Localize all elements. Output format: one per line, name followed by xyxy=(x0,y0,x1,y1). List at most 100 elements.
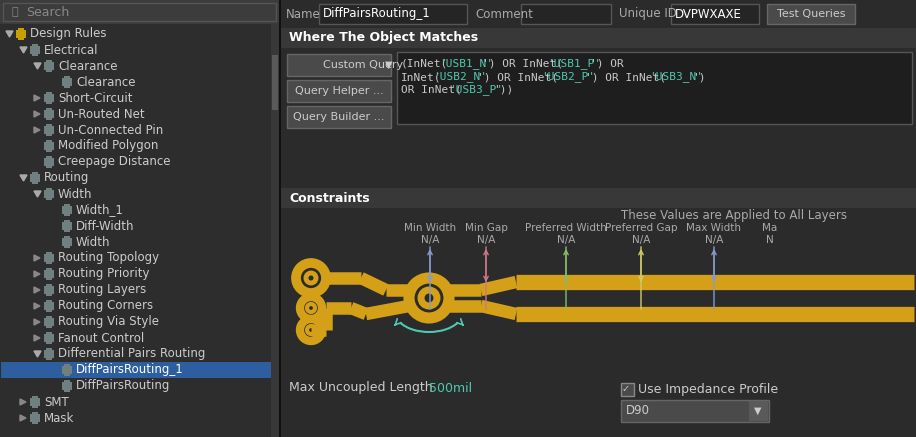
Bar xyxy=(44,318,54,326)
Text: Clearance: Clearance xyxy=(58,59,117,73)
Text: ') OR InNet(: ') OR InNet( xyxy=(584,72,666,82)
Text: Comment: Comment xyxy=(475,7,533,21)
Bar xyxy=(46,156,52,158)
Bar xyxy=(64,204,70,206)
Bar xyxy=(44,190,54,198)
Text: ✓: ✓ xyxy=(622,384,630,394)
Text: Test Queries: Test Queries xyxy=(777,9,845,19)
Polygon shape xyxy=(34,351,41,357)
Bar xyxy=(64,246,70,248)
Bar xyxy=(281,48,916,188)
Text: Max Uncoupled Length: Max Uncoupled Length xyxy=(289,382,432,395)
Bar xyxy=(30,46,40,54)
Bar xyxy=(0,0,279,437)
Bar xyxy=(44,142,54,150)
Bar xyxy=(32,182,38,184)
Bar xyxy=(281,0,916,437)
Bar xyxy=(44,254,54,262)
Bar xyxy=(64,390,70,392)
Text: ▼: ▼ xyxy=(754,406,762,416)
Text: OR InNet(: OR InNet( xyxy=(401,85,462,95)
Text: Width: Width xyxy=(76,236,111,249)
Bar xyxy=(767,4,855,24)
Text: 'USB2_P': 'USB2_P' xyxy=(541,72,595,83)
Bar xyxy=(46,124,52,126)
Bar xyxy=(44,62,54,70)
Bar xyxy=(64,364,70,366)
Text: Design Rules: Design Rules xyxy=(30,28,106,41)
Bar xyxy=(46,70,52,72)
Bar xyxy=(46,102,52,104)
Text: Routing Via Style: Routing Via Style xyxy=(58,316,159,329)
Bar xyxy=(64,236,70,238)
Text: N/A: N/A xyxy=(557,235,575,245)
Bar xyxy=(46,92,52,94)
Bar xyxy=(18,28,24,30)
Bar xyxy=(1,362,271,378)
Text: These Values are Applied to All Layers: These Values are Applied to All Layers xyxy=(621,209,847,222)
Text: Differential Pairs Routing: Differential Pairs Routing xyxy=(58,347,205,361)
Polygon shape xyxy=(20,415,26,421)
Bar xyxy=(46,140,52,142)
Text: D90: D90 xyxy=(626,405,650,417)
Bar xyxy=(287,54,391,76)
Bar xyxy=(521,4,611,24)
Polygon shape xyxy=(34,271,40,277)
Polygon shape xyxy=(34,255,40,261)
Polygon shape xyxy=(34,191,41,197)
Text: 'USB2_N': 'USB2_N' xyxy=(433,72,487,83)
Text: N/A: N/A xyxy=(477,235,496,245)
Text: DiffPairsRouting_1: DiffPairsRouting_1 xyxy=(76,364,184,377)
Text: Preferred Gap: Preferred Gap xyxy=(605,223,677,233)
Text: Diff-Width: Diff-Width xyxy=(76,219,135,232)
Polygon shape xyxy=(6,31,13,37)
Text: Min Width: Min Width xyxy=(404,223,456,233)
Bar xyxy=(44,270,54,278)
Text: Electrical: Electrical xyxy=(44,44,99,56)
Bar xyxy=(62,238,72,246)
Bar xyxy=(46,326,52,328)
Text: Width_1: Width_1 xyxy=(76,204,124,216)
Text: Unique ID: Unique ID xyxy=(619,7,677,21)
Text: 'USB3_N': 'USB3_N' xyxy=(649,72,703,83)
Polygon shape xyxy=(20,399,26,405)
Bar xyxy=(279,0,281,437)
Bar xyxy=(46,294,52,296)
Bar xyxy=(64,374,70,376)
Bar xyxy=(46,348,52,350)
Bar xyxy=(32,44,38,46)
Bar xyxy=(397,52,912,124)
Text: Preferred Width: Preferred Width xyxy=(525,223,607,233)
Bar xyxy=(271,24,279,437)
Bar xyxy=(749,401,768,421)
Bar xyxy=(44,126,54,134)
Bar xyxy=(44,110,54,118)
Text: SMT: SMT xyxy=(44,395,69,409)
Text: Un-Connected Pin: Un-Connected Pin xyxy=(58,124,163,136)
Bar xyxy=(30,174,40,182)
Text: Creepage Distance: Creepage Distance xyxy=(58,156,170,169)
Bar xyxy=(46,198,52,200)
Text: Routing Corners: Routing Corners xyxy=(58,299,153,312)
Bar xyxy=(62,78,72,86)
Text: Routing Priority: Routing Priority xyxy=(58,267,149,281)
Text: DiffPairsRouting_1: DiffPairsRouting_1 xyxy=(323,7,431,21)
Text: Routing: Routing xyxy=(44,171,90,184)
Bar xyxy=(46,332,52,334)
Text: Where The Object Matches: Where The Object Matches xyxy=(289,31,478,45)
Bar xyxy=(281,28,916,48)
Bar xyxy=(64,214,70,216)
Text: Fanout Control: Fanout Control xyxy=(58,332,144,344)
Text: 'USB3_P': 'USB3_P' xyxy=(450,84,504,95)
Bar xyxy=(46,166,52,168)
Text: ') OR: ') OR xyxy=(590,59,624,69)
Text: Ma: Ma xyxy=(762,223,778,233)
Text: N/A: N/A xyxy=(632,235,650,245)
Bar xyxy=(46,134,52,136)
Bar xyxy=(319,4,467,24)
Polygon shape xyxy=(20,47,27,53)
Text: 500mil: 500mil xyxy=(429,382,472,395)
Bar xyxy=(62,366,72,374)
Bar xyxy=(62,382,72,390)
Text: Routing Layers: Routing Layers xyxy=(58,284,147,296)
